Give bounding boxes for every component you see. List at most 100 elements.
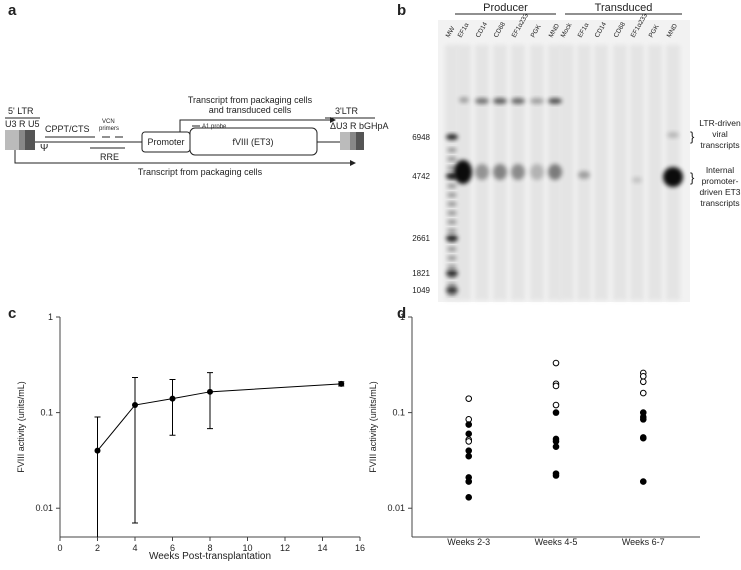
vcn: VCN primers	[99, 119, 119, 132]
x-tick-label: 0	[57, 543, 62, 553]
lane	[630, 45, 644, 300]
point	[132, 402, 138, 409]
point	[552, 401, 560, 409]
band	[447, 283, 457, 287]
band	[511, 164, 525, 180]
point	[639, 389, 647, 397]
panel-label: d	[397, 305, 406, 322]
brace: }	[690, 170, 695, 185]
band	[447, 175, 457, 179]
x-tick-label: Weeks 6-7	[622, 537, 665, 547]
y-tick-label: 0.1	[40, 408, 53, 418]
x-axis-title: Weeks Post-transplantation	[149, 551, 271, 562]
point	[465, 430, 473, 438]
marker-label: 1049	[412, 286, 430, 295]
y-tick-label: 0.1	[392, 408, 405, 418]
panel-label: b	[397, 2, 406, 19]
top-transcript: Transcript from packaging cells and trans…	[188, 95, 313, 115]
point	[465, 452, 473, 460]
band	[667, 132, 679, 138]
band	[475, 164, 489, 180]
x-tick-label: 8	[207, 543, 212, 553]
band	[447, 274, 457, 278]
band	[447, 193, 457, 197]
brace: }	[690, 129, 695, 144]
point	[552, 438, 560, 445]
x-tick-label: Weeks 4-5	[535, 537, 578, 547]
x-tick-label: 10	[242, 543, 252, 553]
vector-diagram: 5' LTR U3 R U5 CPPT/CTS VCN primers Ψ RRE…	[5, 95, 389, 177]
band	[511, 98, 525, 104]
band	[493, 164, 507, 180]
ltr3: 3'LTR	[335, 106, 359, 116]
marker-label: 6948	[412, 133, 430, 142]
x-tick-label: Weeks 2-3	[447, 537, 490, 547]
band	[447, 211, 457, 215]
lane	[648, 45, 662, 300]
point	[552, 409, 560, 416]
lane	[560, 45, 574, 300]
band	[447, 265, 457, 269]
band	[578, 171, 590, 179]
point	[465, 494, 473, 501]
y-tick-label: 0.01	[387, 503, 405, 513]
point	[465, 421, 473, 428]
band	[447, 256, 457, 260]
point	[552, 472, 560, 479]
point	[465, 447, 473, 454]
psi: Ψ	[40, 143, 48, 154]
point	[639, 434, 647, 442]
x-tick-label: 4	[132, 543, 137, 553]
band	[447, 148, 457, 152]
band	[447, 247, 457, 251]
band	[446, 287, 458, 293]
lane	[594, 45, 608, 300]
a1-probe: A1 probe	[202, 124, 227, 130]
point	[94, 447, 101, 454]
x-tick-label: 6	[170, 543, 175, 553]
fviii: fVIII (ET3)	[232, 137, 273, 147]
band	[493, 98, 507, 104]
band	[663, 167, 683, 187]
band	[530, 98, 544, 104]
panel-label: c	[8, 305, 16, 322]
band	[447, 202, 457, 206]
marker-label: 4742	[412, 172, 430, 181]
point	[639, 416, 647, 423]
x-tick-label: 14	[317, 543, 327, 553]
annotation: Internal promoter-driven ET3 transcripts	[699, 165, 740, 208]
annotation: LTR-driven viral transcripts	[699, 118, 741, 150]
x-tick-label: 16	[355, 543, 365, 553]
group-label: Transduced	[595, 2, 653, 14]
y-tick-label: 1	[48, 312, 53, 322]
point	[465, 478, 473, 485]
error-bar	[94, 416, 101, 537]
x-tick-label: 2	[95, 543, 100, 553]
point	[552, 359, 560, 367]
rre: RRE	[100, 152, 119, 162]
cppt: CPPT/CTS	[45, 124, 90, 134]
u3-r-u5: U3 R U5	[5, 119, 40, 129]
band	[548, 98, 562, 104]
error-bar	[132, 376, 138, 524]
band	[447, 238, 457, 242]
point	[465, 395, 473, 402]
band	[459, 97, 469, 103]
band	[446, 134, 458, 140]
y-axis-title: FVIII activity (units/mL)	[16, 381, 26, 473]
point	[465, 438, 473, 445]
band	[447, 229, 457, 233]
band	[447, 220, 457, 224]
ltr5: 5' LTR	[8, 106, 34, 116]
y-tick-label: 1	[400, 312, 405, 322]
band	[548, 164, 562, 180]
point	[639, 372, 647, 380]
x-tick-label: 12	[280, 543, 290, 553]
lane	[613, 45, 627, 300]
band	[530, 164, 544, 180]
error-bar	[169, 378, 176, 436]
bottom-transcript: Transcript from packaging cells	[138, 167, 263, 177]
line	[97, 383, 342, 451]
